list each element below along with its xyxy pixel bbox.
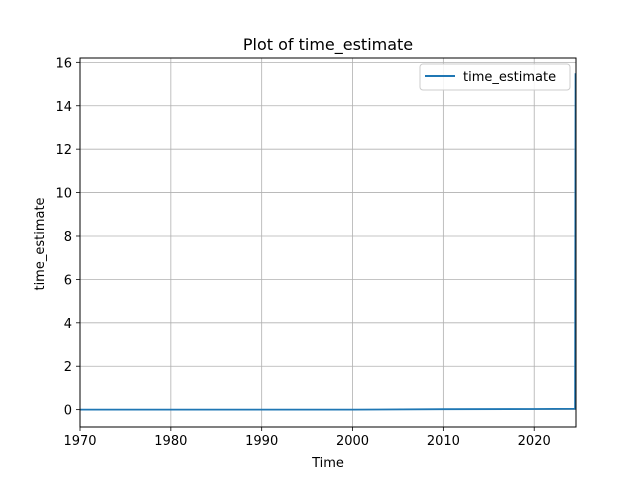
- y-axis-ticks: 0 2 4 6 8 10 12 14 16: [55, 56, 80, 419]
- x-axis-label: Time: [311, 456, 344, 471]
- series-layer: [80, 73, 577, 411]
- y-tick-label: 8: [64, 230, 72, 245]
- x-axis-ticks: 1970 1980 1990 2000 2010 2020: [63, 427, 551, 449]
- x-tick-label: 2000: [336, 434, 369, 449]
- y-tick-label: 12: [55, 143, 72, 158]
- y-tick-label: 0: [64, 404, 72, 419]
- x-tick-label: 1980: [154, 434, 187, 449]
- chart-title: Plot of time_estimate: [243, 35, 413, 55]
- y-tick-label: 10: [55, 187, 72, 202]
- y-tick-label: 6: [64, 273, 72, 288]
- x-tick-label: 1990: [245, 434, 278, 449]
- y-tick-label: 16: [55, 56, 72, 71]
- y-tick-label: 14: [55, 100, 72, 115]
- series-line-time-estimate: [80, 73, 577, 411]
- y-tick-label: 4: [64, 317, 72, 332]
- x-tick-label: 2020: [518, 434, 551, 449]
- legend: time_estimate: [419, 63, 571, 91]
- y-axis-label: time_estimate: [33, 197, 48, 290]
- legend-label-time-estimate: time_estimate: [463, 70, 556, 85]
- y-tick-label: 2: [64, 360, 72, 375]
- axes-frame: [79, 57, 577, 428]
- x-tick-label: 1970: [63, 434, 96, 449]
- grid: [79, 58, 576, 427]
- legend-box: [419, 63, 571, 91]
- x-tick-label: 2010: [427, 434, 460, 449]
